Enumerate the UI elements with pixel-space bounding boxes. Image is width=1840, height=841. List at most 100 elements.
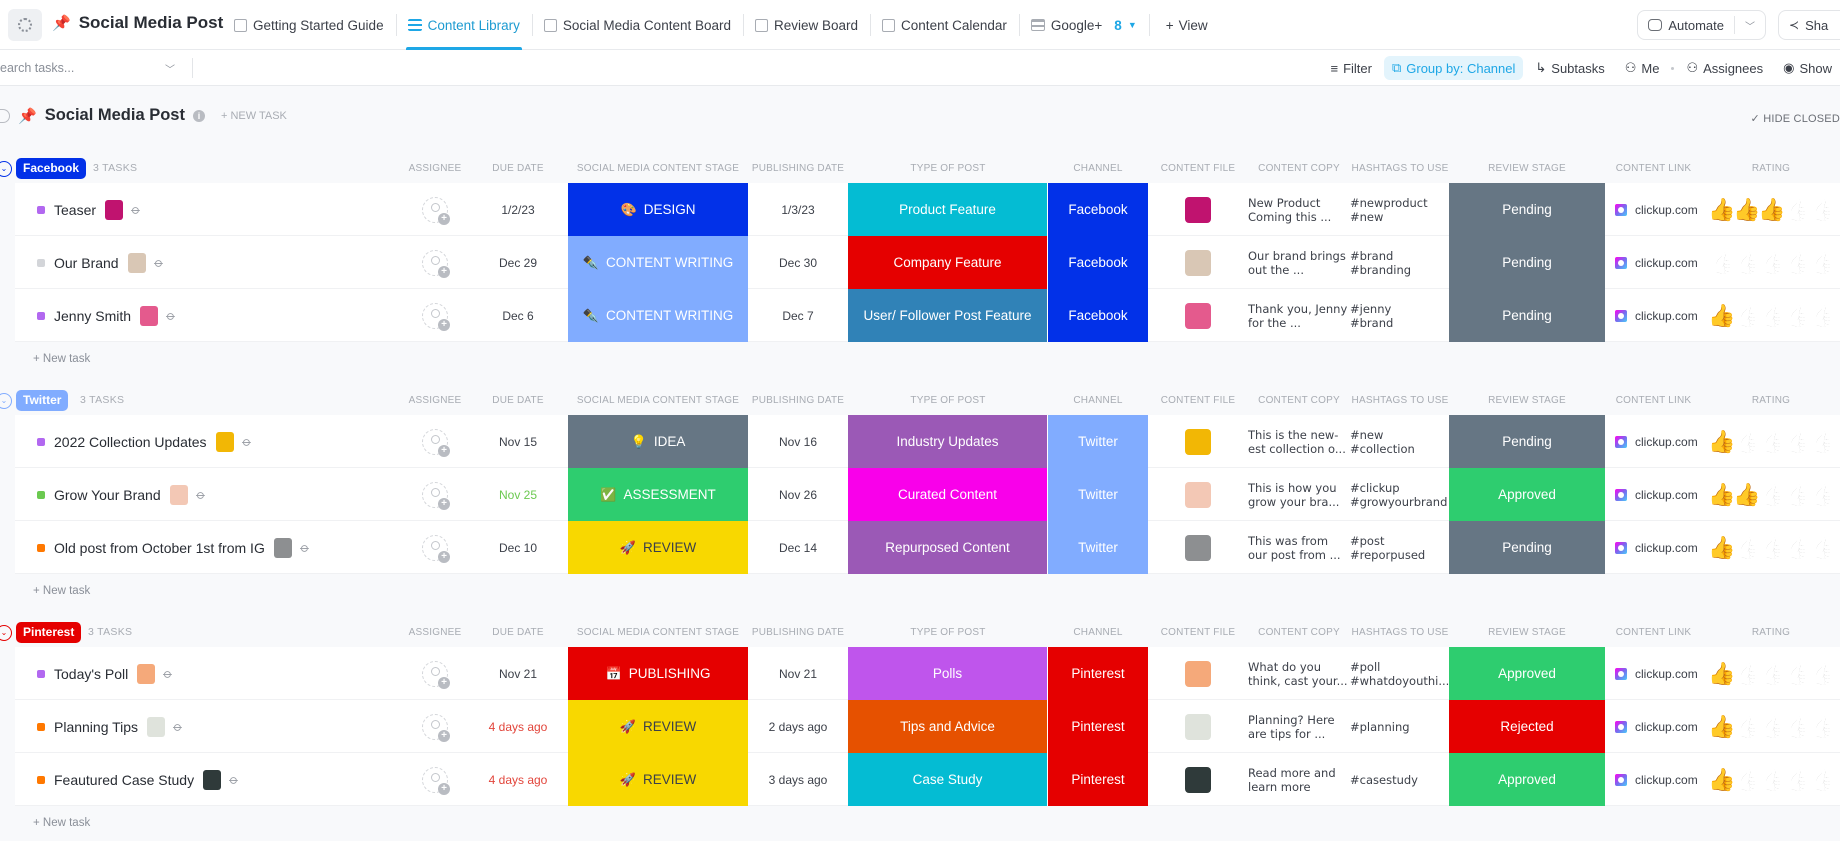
due-date-cell[interactable]: Nov 25: [478, 468, 558, 521]
more-views-count[interactable]: 8: [1114, 17, 1122, 33]
rating-cell[interactable]: 👍 👍 👍 👍 👍: [1702, 289, 1840, 342]
caret-down-icon[interactable]: ▼: [1127, 20, 1137, 30]
column-header-content-link[interactable]: CONTENT LINK: [1615, 163, 1692, 174]
due-date-cell[interactable]: 4 days ago: [478, 700, 558, 753]
thumbs-up-icon[interactable]: 👍: [1758, 660, 1786, 686]
thumbs-up-icon[interactable]: 👍: [1708, 196, 1736, 222]
add-assignee-icon[interactable]: [422, 302, 450, 331]
column-header-rating[interactable]: RATING: [1751, 395, 1791, 406]
task-name[interactable]: Old post from October 1st from IG: [54, 539, 265, 556]
publishing-date-cell[interactable]: 3 days ago: [748, 753, 848, 806]
content-link-cell[interactable]: clickup.com: [1605, 468, 1702, 521]
add-assignee-icon[interactable]: [422, 766, 450, 795]
share-button[interactable]: ≺ Sha: [1778, 10, 1840, 40]
paperclip-icon[interactable]: ⌀: [297, 539, 314, 556]
post-type-cell[interactable]: Product Feature: [848, 183, 1048, 236]
task-name[interactable]: Jenny Smith: [54, 307, 132, 324]
content-stage-cell[interactable]: 🚀 REVIEW: [568, 753, 748, 806]
content-link-cell[interactable]: clickup.com: [1605, 183, 1702, 236]
content-link-cell[interactable]: clickup.com: [1605, 236, 1702, 289]
add-new-task-button[interactable]: + New task: [33, 585, 91, 597]
thumbs-up-icon[interactable]: 👍: [1783, 302, 1811, 328]
column-header-review-stage[interactable]: REVIEW STAGE: [1488, 163, 1566, 174]
hashtags-cell[interactable]: #casestudy: [1350, 753, 1450, 806]
task-row[interactable]: Jenny Smith ⌀ Dec 6 ✒️ CONTENT WRITING Dec 7 U…: [15, 289, 1840, 342]
content-file-cell[interactable]: [1148, 236, 1248, 289]
content-file-cell[interactable]: [1148, 700, 1248, 753]
add-assignee-icon[interactable]: [422, 196, 450, 225]
search-input[interactable]: earch tasks... ﹀: [0, 56, 185, 80]
content-link-cell[interactable]: clickup.com: [1605, 647, 1702, 700]
thumbs-up-icon[interactable]: 👍: [1808, 534, 1836, 560]
task-name-cell[interactable]: Our Brand ⌀: [15, 236, 415, 289]
rating-cell[interactable]: 👍 👍 👍 👍 👍: [1702, 753, 1840, 806]
hashtags-cell[interactable]: #jenny #brand: [1350, 289, 1450, 342]
thumbs-up-icon[interactable]: 👍: [1733, 660, 1761, 686]
sidebar-toggle-button[interactable]: [8, 9, 42, 41]
column-header-due-date[interactable]: DUE DATE: [492, 163, 544, 174]
content-file-thumbnail[interactable]: [1185, 766, 1211, 793]
assignee-cell[interactable]: [395, 521, 475, 574]
column-header-content-file[interactable]: CONTENT FILE: [1160, 163, 1236, 174]
add-view-button[interactable]: + View: [1148, 14, 1224, 36]
content-copy-cell[interactable]: This is the new-est collection o...: [1248, 415, 1350, 468]
content-file-thumbnail[interactable]: [1185, 196, 1211, 223]
due-date-cell[interactable]: Nov 15: [478, 415, 558, 468]
thumbs-up-icon[interactable]: 👍: [1708, 534, 1736, 560]
content-link[interactable]: clickup.com: [1635, 308, 1698, 323]
content-file-cell[interactable]: [1148, 183, 1248, 236]
hashtags-cell[interactable]: #planning: [1350, 700, 1450, 753]
post-type-cell[interactable]: Case Study: [848, 753, 1048, 806]
column-header-channel[interactable]: CHANNEL: [1073, 395, 1123, 406]
task-name-cell[interactable]: Jenny Smith ⌀: [15, 289, 415, 342]
post-type-cell[interactable]: Polls: [848, 647, 1048, 700]
status-indicator[interactable]: [37, 437, 45, 446]
collapse-group-icon[interactable]: ⌄: [0, 625, 12, 641]
column-header-content-link[interactable]: CONTENT LINK: [1615, 395, 1692, 406]
column-header-stage[interactable]: SOCIAL MEDIA CONTENT STAGE: [576, 627, 740, 638]
thumbs-up-icon[interactable]: 👍: [1783, 660, 1811, 686]
hide-closed-toggle[interactable]: ✓ HIDE CLOSED: [1750, 113, 1840, 125]
column-header-assignee[interactable]: ASSIGNEE: [408, 395, 462, 406]
assignee-cell[interactable]: [395, 236, 475, 289]
assignee-cell[interactable]: [395, 289, 475, 342]
add-assignee-icon[interactable]: [422, 534, 450, 563]
add-assignee-icon[interactable]: [422, 713, 450, 742]
thumbs-up-icon[interactable]: 👍: [1708, 428, 1736, 454]
publishing-date-cell[interactable]: Nov 26: [748, 468, 848, 521]
status-indicator[interactable]: [37, 205, 45, 214]
task-row[interactable]: 2022 Collection Updates ⌀ Nov 15 💡 IDEA Nov 1…: [15, 415, 1840, 468]
paperclip-icon[interactable]: ⌀: [160, 665, 177, 682]
column-header-hashtags[interactable]: HASHTAGS TO USE: [1351, 163, 1449, 174]
add-assignee-icon[interactable]: [422, 660, 450, 689]
thumbs-up-icon[interactable]: 👍: [1808, 428, 1836, 454]
add-new-task-button[interactable]: + New task: [33, 817, 91, 829]
collapse-icon[interactable]: [0, 108, 10, 123]
paperclip-icon[interactable]: ⌀: [163, 307, 180, 324]
publishing-date-cell[interactable]: 2 days ago: [748, 700, 848, 753]
channel-cell[interactable]: Facebook: [1048, 289, 1148, 342]
column-header-due-date[interactable]: DUE DATE: [492, 395, 544, 406]
thumbs-up-icon[interactable]: 👍: [1758, 481, 1786, 507]
content-file-cell[interactable]: [1148, 415, 1248, 468]
thumbs-up-icon[interactable]: 👍: [1758, 534, 1786, 560]
post-type-cell[interactable]: Company Feature: [848, 236, 1048, 289]
rating-cell[interactable]: 👍 👍 👍 👍 👍: [1702, 647, 1840, 700]
status-indicator[interactable]: [37, 775, 45, 784]
thumbs-up-icon[interactable]: 👍: [1758, 428, 1786, 454]
content-copy-cell[interactable]: What do you think, cast your...: [1248, 647, 1350, 700]
group-label[interactable]: Facebook: [16, 158, 87, 179]
attachment-thumbnail[interactable]: [169, 484, 188, 505]
task-name[interactable]: Feautured Case Study: [54, 771, 195, 788]
thumbs-up-icon[interactable]: 👍: [1783, 481, 1811, 507]
assignee-cell[interactable]: [395, 468, 475, 521]
publishing-date-cell[interactable]: Dec 30: [748, 236, 848, 289]
column-header-assignee[interactable]: ASSIGNEE: [408, 163, 462, 174]
tab-content-calendar[interactable]: Content Calendar: [870, 0, 1019, 50]
content-file-thumbnail[interactable]: [1185, 481, 1211, 508]
thumbs-up-icon[interactable]: 👍: [1808, 196, 1836, 222]
review-stage-cell[interactable]: Pending: [1449, 289, 1605, 342]
new-task-button[interactable]: + NEW TASK: [220, 109, 287, 122]
content-link[interactable]: clickup.com: [1635, 540, 1698, 555]
due-date-cell[interactable]: 1/2/23: [478, 183, 558, 236]
